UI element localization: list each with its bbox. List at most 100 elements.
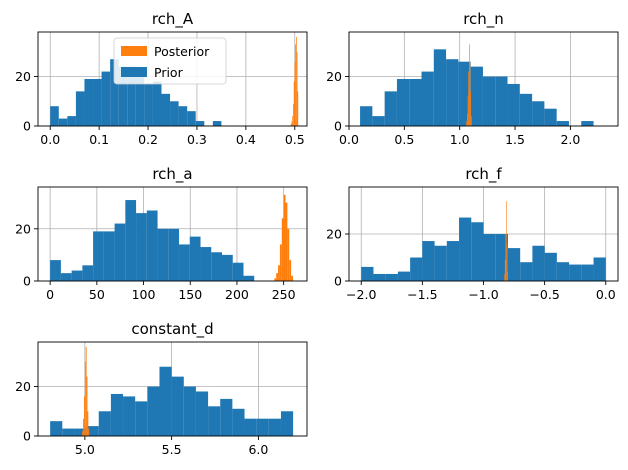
bar-prior xyxy=(147,386,160,436)
x-tick-label: −1.0 xyxy=(468,287,498,302)
x-tick-label: 0.5 xyxy=(285,132,305,147)
bar-prior xyxy=(157,228,169,281)
bar-prior xyxy=(195,391,209,436)
bar-prior xyxy=(544,108,557,126)
axes-frame xyxy=(37,186,308,282)
y-tick-label: 0 xyxy=(23,429,31,444)
legend: Posterior Prior xyxy=(113,37,227,85)
bar-prior xyxy=(222,254,233,281)
bar-prior xyxy=(110,393,124,436)
bar-prior xyxy=(110,59,119,126)
y-tick-label: 20 xyxy=(15,379,31,394)
y-tick-label: 0 xyxy=(23,274,31,289)
bar-prior xyxy=(495,76,508,126)
bar-prior xyxy=(532,245,545,281)
bar-posterior xyxy=(82,431,84,436)
bar-posterior xyxy=(278,265,280,281)
y-tick-label: 0 xyxy=(23,119,31,134)
bar-prior xyxy=(482,76,496,126)
bar-prior xyxy=(556,121,569,126)
bar-prior xyxy=(556,262,570,281)
bar-prior xyxy=(409,79,422,126)
bar-posterior xyxy=(294,61,296,126)
bar-prior xyxy=(495,234,508,281)
bar-prior xyxy=(569,264,582,281)
subplot-rch-f: rch_f −2.0 −1.5 −1.0 −0.5 0.0 0 20 xyxy=(326,165,619,302)
bar-prior xyxy=(86,426,99,436)
bar-posterior xyxy=(468,71,469,126)
bar-posterior xyxy=(88,428,90,436)
bar-posterior xyxy=(287,228,290,281)
series-posterior xyxy=(290,36,299,126)
bar-prior xyxy=(159,366,172,436)
bar-prior xyxy=(144,83,153,126)
bar-prior xyxy=(75,91,85,126)
subplot-title: rch_f xyxy=(465,165,502,184)
bar-posterior xyxy=(85,346,87,436)
legend-swatch-posterior xyxy=(121,46,147,56)
x-tick-label: 0 xyxy=(46,287,54,302)
subplot-title: constant_d xyxy=(131,320,213,339)
bar-prior xyxy=(171,376,184,436)
series-posterior xyxy=(466,44,472,126)
bar-posterior xyxy=(87,411,89,436)
bar-posterior xyxy=(289,260,292,281)
bar-prior xyxy=(372,116,385,126)
legend-swatch-prior xyxy=(121,67,147,77)
bar-posterior xyxy=(292,116,294,126)
bar-posterior xyxy=(276,273,279,281)
bar-prior xyxy=(459,217,472,281)
bar-prior xyxy=(396,79,410,126)
bar-prior xyxy=(483,234,496,281)
subplot-rch-a: rch_a 0 50 100 150 200 250 0 20 xyxy=(15,165,308,302)
y-tick-label: 20 xyxy=(15,221,31,236)
x-tick-label: 0.5 xyxy=(394,132,414,147)
y-tick-label: 0 xyxy=(334,274,342,289)
x-tick-label: 0.3 xyxy=(187,132,207,147)
bar-posterior xyxy=(504,259,506,281)
bar-prior xyxy=(74,428,87,436)
bar-prior xyxy=(98,411,111,436)
y-tick-label: 20 xyxy=(15,69,31,84)
bar-prior xyxy=(58,118,68,126)
bar-prior xyxy=(183,386,196,436)
bar-posterior xyxy=(290,123,292,126)
bar-posterior xyxy=(296,51,298,126)
bar-prior xyxy=(114,223,126,281)
bar-posterior xyxy=(293,81,295,126)
bar-prior xyxy=(532,101,545,126)
bar-prior xyxy=(471,222,484,281)
bar-prior xyxy=(397,271,411,281)
bar-posterior xyxy=(83,418,84,436)
bar-prior xyxy=(433,49,447,126)
bar-prior xyxy=(434,245,447,281)
bar-prior xyxy=(50,106,59,126)
bar-posterior xyxy=(505,234,507,281)
bar-posterior xyxy=(470,116,472,126)
bar-prior xyxy=(280,411,294,436)
bar-prior xyxy=(50,260,61,281)
x-tick-label: −0.5 xyxy=(529,287,559,302)
bar-prior xyxy=(135,76,145,126)
bar-prior xyxy=(507,83,520,126)
bar-prior xyxy=(581,121,594,126)
bar-posterior xyxy=(285,202,288,281)
bar-prior xyxy=(458,61,471,126)
bar-prior xyxy=(232,262,244,281)
bar-prior xyxy=(93,231,104,281)
bar-prior xyxy=(103,231,115,281)
bar-prior xyxy=(593,257,606,281)
legend-label-prior: Prior xyxy=(154,65,184,80)
x-tick-label: 0.0 xyxy=(339,132,359,147)
bar-prior xyxy=(421,71,434,126)
legend-label-posterior: Posterior xyxy=(154,44,210,59)
x-tick-label: −2.0 xyxy=(346,287,376,302)
bar-prior xyxy=(446,59,459,126)
x-tick-label: 5.5 xyxy=(162,442,182,457)
bar-posterior xyxy=(283,194,286,281)
bar-prior xyxy=(384,91,397,126)
bar-prior xyxy=(581,264,594,281)
bar-posterior xyxy=(506,243,508,281)
bar-posterior xyxy=(504,273,505,281)
